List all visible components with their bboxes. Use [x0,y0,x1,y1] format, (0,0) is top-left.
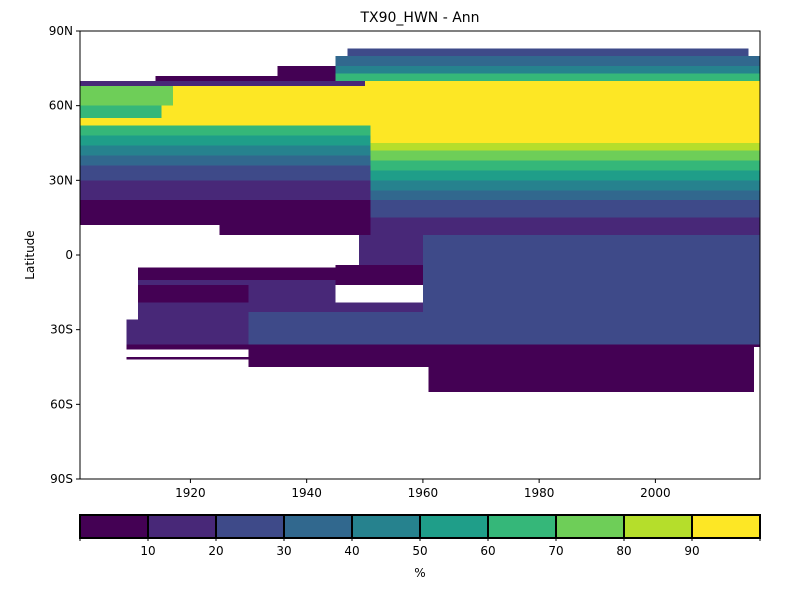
heatmap-cell [370,143,760,151]
colorbar-tick-label: 30 [276,544,291,558]
heatmap-cell [80,85,173,106]
heatmap-cell [80,200,371,226]
heatmap-cell [754,235,760,348]
colorbar-tick-label: 10 [140,544,155,558]
colorbar-tick-label: 80 [616,544,631,558]
y-tick-label: 60S [50,397,73,411]
heatmap-cell [219,225,371,236]
x-tick-label: 1920 [175,486,206,500]
colorbar-tick-label: 20 [208,544,223,558]
heatmap-cell [358,235,423,265]
x-tick-label: 1980 [524,486,555,500]
heatmap-cell [370,200,760,218]
heatmap-cell [370,217,760,236]
heatmap-cell [126,357,249,360]
heatmap-cell [347,48,749,56]
colorbar-tick-label: 50 [412,544,427,558]
heatmap-cell [370,170,760,181]
heatmap-cell [126,344,760,348]
heatmap-cell [422,235,760,255]
heatmap-cell [370,150,760,161]
y-tick-label: 90S [50,472,73,486]
heatmap-cell [277,65,365,76]
heatmap-cell [422,284,755,330]
heatmap-cell [126,347,249,350]
heatmap-cell [80,155,371,166]
colorbar-swatch [215,514,285,539]
x-tick-label: 1940 [291,486,322,500]
plot-area: 1920 1940 1960 1980 2000 90N 60N 30N 0 30S 60S 90S [49,24,761,500]
colorbar-swatch [487,514,557,539]
y-tick-label: 30N [49,173,73,187]
colorbar-swatch [623,514,693,539]
colorbar-swatch [147,514,217,539]
heatmap-cell [80,80,365,86]
heatmap-cell [80,145,371,156]
heatmap-cell [80,135,371,146]
heatmap-cell [155,75,365,81]
colorbar-tick-label: 90 [684,544,699,558]
heatmap-cell [335,55,760,66]
heatmap-cell [364,80,760,143]
colorbar-tick-label: 70 [548,544,563,558]
chart-title: TX90_HWN - Ann [359,10,479,26]
heatmap-cell [370,160,760,171]
colorbar-label: % [414,566,425,580]
heatmap-cell [80,180,371,201]
x-tick-label: 1960 [408,486,439,500]
colorbar-swatch [555,514,625,539]
colorbar-swatch [691,514,761,539]
y-tick-label: 0 [65,248,73,262]
heatmap-cell [80,105,162,119]
colorbar-swatch [79,514,149,539]
y-tick-label: 90N [49,24,73,38]
heatmap-cell [370,190,760,201]
heatmap-cell [248,329,755,345]
heatmap-cells [80,48,760,392]
y-axis-label: Latitude [23,230,37,279]
heatmap-cell [422,255,760,285]
heatmap-cell [335,65,760,74]
x-tick-label: 2000 [640,486,671,500]
colorbar-swatch [351,514,421,539]
heatmap-cell [138,284,249,303]
colorbar-tick-label: 40 [344,544,359,558]
colorbar: 10 20 30 40 50 60 70 80 90 [79,514,761,558]
colorbar-swatch [419,514,489,539]
heatmap-cell [126,319,249,345]
y-tick-label: 30S [50,323,73,337]
heatmap-cell [138,267,336,280]
colorbar-swatch [283,514,353,539]
heatmap-cell [335,264,423,285]
heatmap-cell [370,180,760,191]
heatmap-cell [428,367,755,392]
heatmap-cell [335,73,760,81]
y-tick-label: 60N [49,99,73,113]
heatmap-cell [248,312,423,330]
heatmap-cell [248,347,755,367]
heatmap-cell [80,165,371,181]
heatmap-cell [80,125,371,136]
colorbar-tick-label: 60 [480,544,495,558]
